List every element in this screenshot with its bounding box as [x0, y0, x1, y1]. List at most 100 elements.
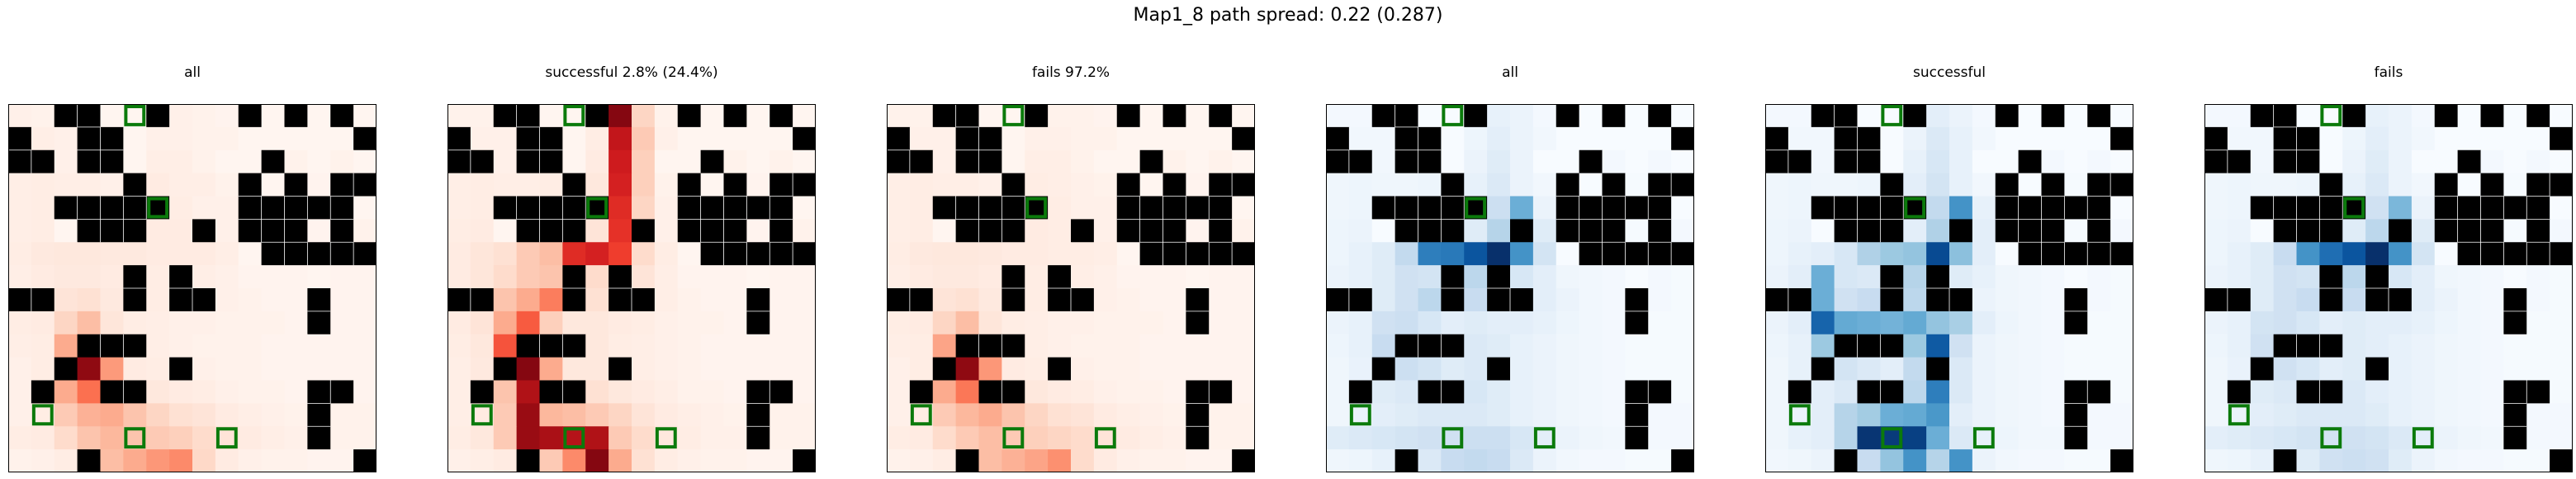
obstacle-cell — [1002, 288, 1025, 312]
heat-cell — [909, 219, 934, 243]
heat-cell — [909, 426, 934, 450]
heat-cell — [2087, 149, 2111, 174]
obstacle-cell — [700, 196, 724, 220]
obstacle-cell — [1602, 173, 1626, 197]
heat-cell — [1532, 288, 1557, 312]
heat-cell — [978, 311, 1002, 335]
obstacle-cell — [1441, 219, 1465, 243]
heat-cell — [1163, 334, 1186, 358]
heat-cell — [2227, 173, 2252, 197]
obstacle-cell — [493, 104, 518, 128]
heat-cell — [1625, 126, 1649, 151]
heat-cell — [100, 449, 124, 472]
heat-cell — [493, 149, 518, 174]
heat-cell — [955, 242, 979, 266]
goal-marker — [124, 105, 146, 126]
obstacle-cell — [1648, 242, 1672, 266]
heat-cell — [2018, 449, 2042, 472]
heat-cell — [2503, 219, 2527, 243]
obstacle-cell — [1002, 334, 1025, 358]
obstacle-cell — [562, 380, 586, 404]
heat-cell — [2041, 126, 2065, 151]
heat-cell — [146, 265, 170, 289]
heat-cell — [238, 126, 263, 151]
heat-cell — [723, 288, 747, 312]
heat-cell — [1441, 242, 1465, 266]
heat-cell — [1441, 403, 1465, 427]
obstacle-cell — [2526, 219, 2550, 243]
heat-cell — [1532, 219, 1557, 243]
heat-cell — [2434, 380, 2459, 404]
obstacle-cell — [1163, 219, 1186, 243]
obstacle-cell — [1232, 173, 1255, 197]
heat-cell — [1326, 403, 1350, 427]
heat-cell — [1972, 449, 1996, 472]
heat-cell — [1671, 334, 1694, 358]
heatmap-plot — [1765, 104, 2133, 472]
heat-cell — [909, 265, 934, 289]
heat-cell — [1765, 334, 1789, 358]
heat-cell — [1556, 149, 1580, 174]
heat-cell — [1371, 311, 1396, 335]
heat-cell — [77, 242, 101, 266]
heat-cell — [1186, 149, 1210, 174]
goal-marker — [2343, 197, 2365, 219]
heat-cell — [1487, 334, 1511, 358]
heat-cell — [1602, 149, 1626, 174]
obstacle-cell — [1834, 149, 1858, 174]
heat-cell — [1025, 173, 1049, 197]
heat-cell — [238, 449, 263, 472]
obstacle-cell — [2296, 196, 2320, 220]
obstacle-cell — [2434, 173, 2459, 197]
heat-cell — [585, 311, 609, 335]
heat-cell — [169, 403, 193, 427]
heat-cell — [677, 357, 702, 381]
obstacle-cell — [2018, 149, 2042, 174]
heat-cell — [2296, 104, 2320, 128]
obstacle-cell — [8, 149, 32, 174]
obstacle-cell — [1579, 149, 1603, 174]
heat-cell — [192, 334, 216, 358]
heat-cell — [1625, 334, 1649, 358]
heat-cell — [1048, 426, 1072, 450]
heat-cell — [932, 242, 957, 266]
heat-cell — [1556, 426, 1580, 450]
heat-cell — [1071, 149, 1095, 174]
heat-cell — [585, 449, 609, 472]
heat-cell — [1532, 334, 1557, 358]
heat-cell — [353, 403, 376, 427]
heat-cell — [793, 380, 816, 404]
heat-cell — [1139, 288, 1163, 312]
heat-cell — [2550, 265, 2573, 289]
heat-cell — [2457, 104, 2481, 128]
obstacle-cell — [1418, 380, 1442, 404]
heat-cell — [769, 357, 793, 381]
heat-cell — [1811, 288, 1835, 312]
heat-cell — [261, 311, 285, 335]
heat-cell — [1671, 219, 1694, 243]
heat-cell — [1995, 242, 2020, 266]
heat-cell — [31, 242, 55, 266]
heat-cell — [1765, 173, 1789, 197]
heat-cell — [2503, 334, 2527, 358]
heat-cell — [1395, 265, 1418, 289]
heat-cell — [192, 265, 216, 289]
heat-cell — [493, 265, 518, 289]
heat-cell — [330, 311, 354, 335]
heat-cell — [932, 403, 957, 427]
heat-cell — [284, 126, 308, 151]
obstacle-cell — [2526, 173, 2550, 197]
obstacle-cell — [54, 104, 78, 128]
heat-cell — [1995, 149, 2020, 174]
heat-cell — [1348, 265, 1373, 289]
obstacle-cell — [1441, 288, 1465, 312]
heat-cell — [123, 126, 147, 151]
panel-title: successful 2.8% (24.4%) — [545, 64, 718, 81]
heat-cell — [1371, 126, 1396, 151]
heat-cell — [1025, 219, 1049, 243]
heat-cell — [932, 334, 957, 358]
heat-cell — [2110, 149, 2133, 174]
heat-cell — [1671, 288, 1694, 312]
heat-cell — [1163, 311, 1186, 335]
heat-cell — [1510, 426, 1534, 450]
